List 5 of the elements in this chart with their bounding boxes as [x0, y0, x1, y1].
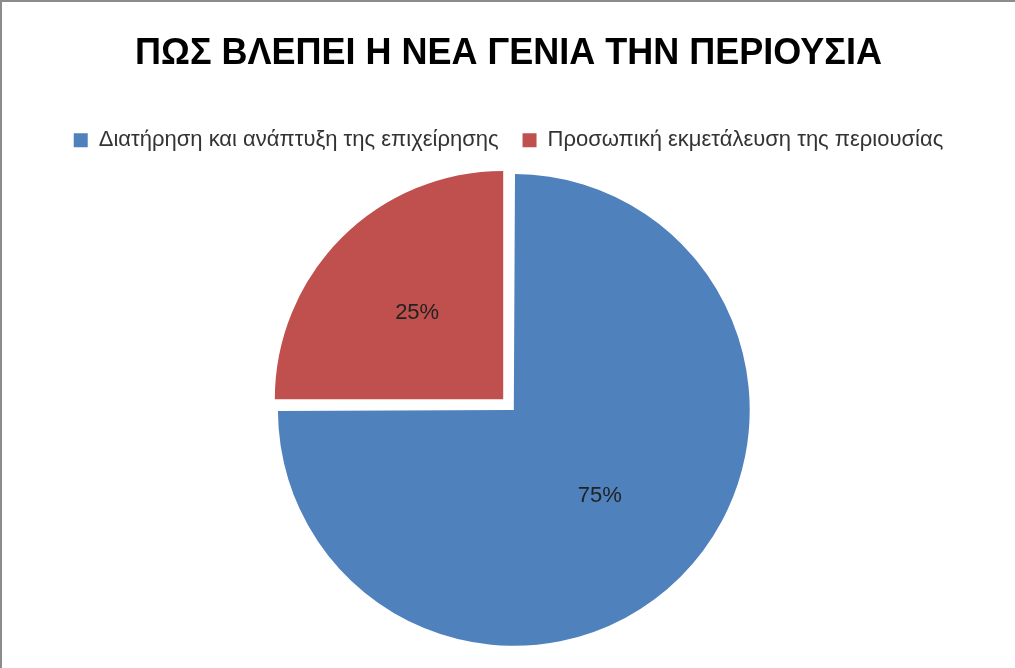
- data-label: 25%: [395, 299, 440, 325]
- legend-label: Διατήρηση και ανάπτυξη της επιχείρησης: [98, 126, 499, 152]
- chart-title: ΠΩΣ ΒΛΕΠΕΙ Η ΝΕΑ ΓΕΝΙΑ ΤΗΝ ΠΕΡΙΟΥΣΙΑ: [135, 30, 882, 72]
- legend-label: Προσωπική εκμετάλευση της περιουσίας: [547, 126, 944, 152]
- data-label: 75%: [577, 482, 622, 508]
